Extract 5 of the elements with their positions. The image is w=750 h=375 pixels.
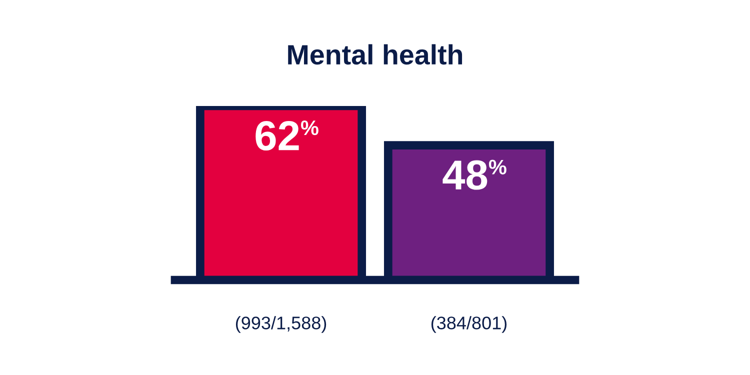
x-tick-label: (384/801) — [431, 316, 507, 333]
data-label: 48% — [442, 160, 506, 190]
chart-title: Mental health — [288, 44, 462, 65]
data-label: 62% — [256, 120, 318, 150]
x-tick-label: (993/1,588) — [236, 316, 326, 333]
